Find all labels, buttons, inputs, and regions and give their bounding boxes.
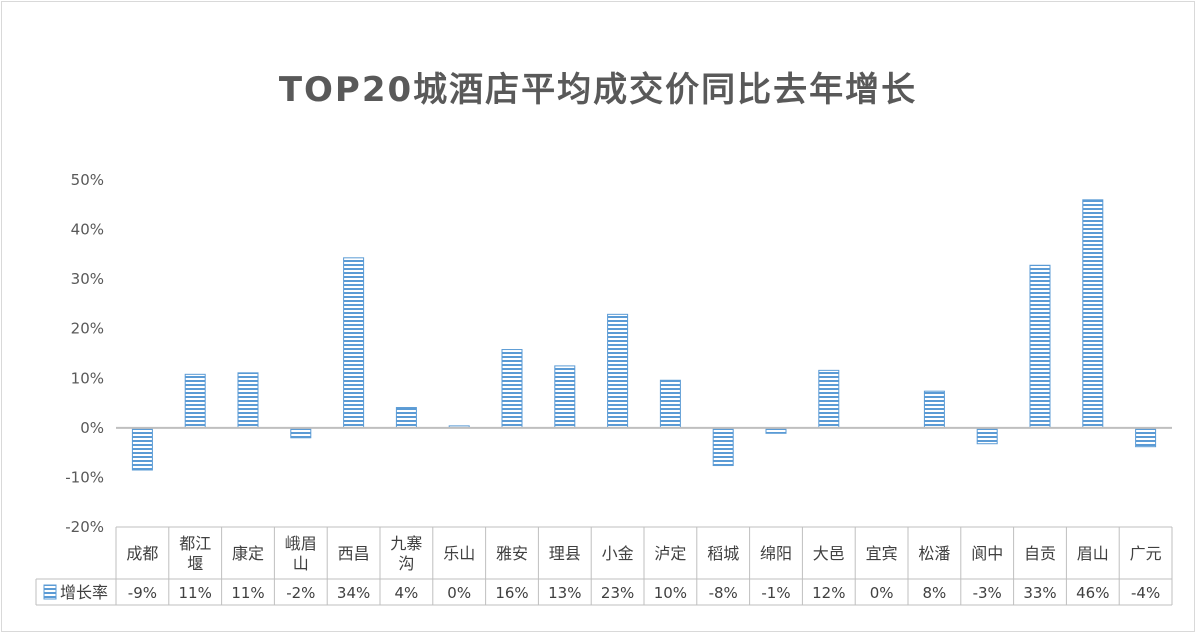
category-label: 小金 — [602, 544, 634, 563]
bar — [818, 369, 840, 429]
category-label: 泸定 — [654, 544, 686, 563]
bar — [659, 379, 681, 429]
data-label: 13% — [548, 584, 581, 602]
bar — [237, 372, 259, 429]
bar — [343, 257, 365, 429]
category-label: 理县 — [549, 544, 581, 563]
bar — [607, 313, 629, 429]
category-label: 大邑 — [813, 544, 845, 563]
data-label: 4% — [395, 584, 419, 602]
category-label: 眉山 — [1077, 544, 1109, 563]
category-label: 绵阳 — [760, 544, 792, 563]
category-label: 稻城 — [707, 544, 739, 563]
y-tick-label: 30% — [71, 270, 104, 288]
category-label: 自贡 — [1024, 544, 1056, 563]
bar — [1029, 264, 1051, 429]
data-label: -1% — [761, 584, 790, 602]
category-label: 都江 — [179, 534, 211, 553]
bar — [554, 365, 576, 429]
bar — [290, 427, 312, 439]
y-tick-label: 10% — [71, 369, 104, 387]
data-label: -9% — [128, 584, 157, 602]
data-label: 11% — [231, 584, 264, 602]
category-label: 宜宾 — [866, 544, 898, 563]
data-label: -8% — [709, 584, 738, 602]
legend-label: 增长率 — [60, 583, 108, 602]
bar — [395, 407, 417, 429]
bar — [501, 349, 523, 429]
y-tick-label: -10% — [65, 468, 104, 486]
y-tick-label: 50% — [71, 171, 104, 189]
category-label: 康定 — [232, 544, 264, 563]
data-label: 16% — [495, 584, 528, 602]
category-label: 峨眉 — [285, 534, 317, 553]
data-label: 46% — [1076, 584, 1109, 602]
data-label: 11% — [179, 584, 212, 602]
category-label: 松潘 — [918, 544, 950, 563]
data-label: 8% — [923, 584, 947, 602]
category-label: 堰 — [187, 554, 203, 573]
category-label: 沟 — [398, 554, 414, 573]
bar — [184, 373, 206, 429]
data-label: 33% — [1023, 584, 1056, 602]
data-label: -4% — [1131, 584, 1160, 602]
bar — [131, 427, 153, 471]
category-label: 广元 — [1130, 544, 1162, 563]
data-label: -2% — [286, 584, 315, 602]
y-tick-label: -20% — [65, 518, 104, 536]
category-label: 山 — [293, 554, 309, 573]
y-tick-label: 20% — [71, 320, 104, 338]
data-label: 23% — [601, 584, 634, 602]
data-label: 0% — [447, 584, 471, 602]
category-label: 雅安 — [496, 544, 528, 563]
bar — [712, 427, 734, 467]
category-label: 成都 — [126, 544, 158, 563]
y-tick-label: 40% — [71, 221, 104, 239]
category-label: 乐山 — [443, 544, 475, 563]
chart-title: TOP20城酒店平均成交价同比去年增长 — [278, 70, 918, 110]
data-label: 10% — [654, 584, 687, 602]
category-label: 九寨 — [390, 534, 422, 553]
bar — [976, 427, 998, 445]
bar — [1135, 427, 1157, 448]
data-label: 12% — [812, 584, 845, 602]
bar — [923, 390, 945, 429]
data-label: 34% — [337, 584, 370, 602]
category-label: 西昌 — [338, 544, 370, 563]
y-tick-label: 0% — [80, 419, 104, 437]
category-label: 阆中 — [971, 544, 1003, 563]
legend-swatch — [43, 584, 57, 600]
data-label: -3% — [973, 584, 1002, 602]
bar — [1082, 199, 1104, 429]
data-label: 0% — [870, 584, 894, 602]
